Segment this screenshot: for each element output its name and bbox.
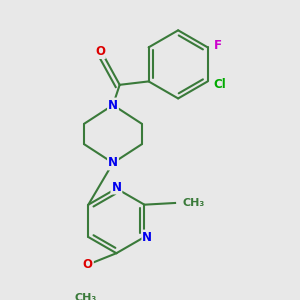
Text: O: O bbox=[83, 258, 93, 272]
Text: N: N bbox=[108, 98, 118, 112]
Text: F: F bbox=[214, 39, 222, 52]
Text: Cl: Cl bbox=[213, 78, 226, 91]
Text: O: O bbox=[95, 45, 105, 58]
Text: CH₃: CH₃ bbox=[75, 293, 97, 300]
Text: N: N bbox=[108, 156, 118, 170]
Text: N: N bbox=[111, 181, 122, 194]
Text: CH₃: CH₃ bbox=[182, 198, 205, 208]
Text: N: N bbox=[142, 230, 152, 244]
